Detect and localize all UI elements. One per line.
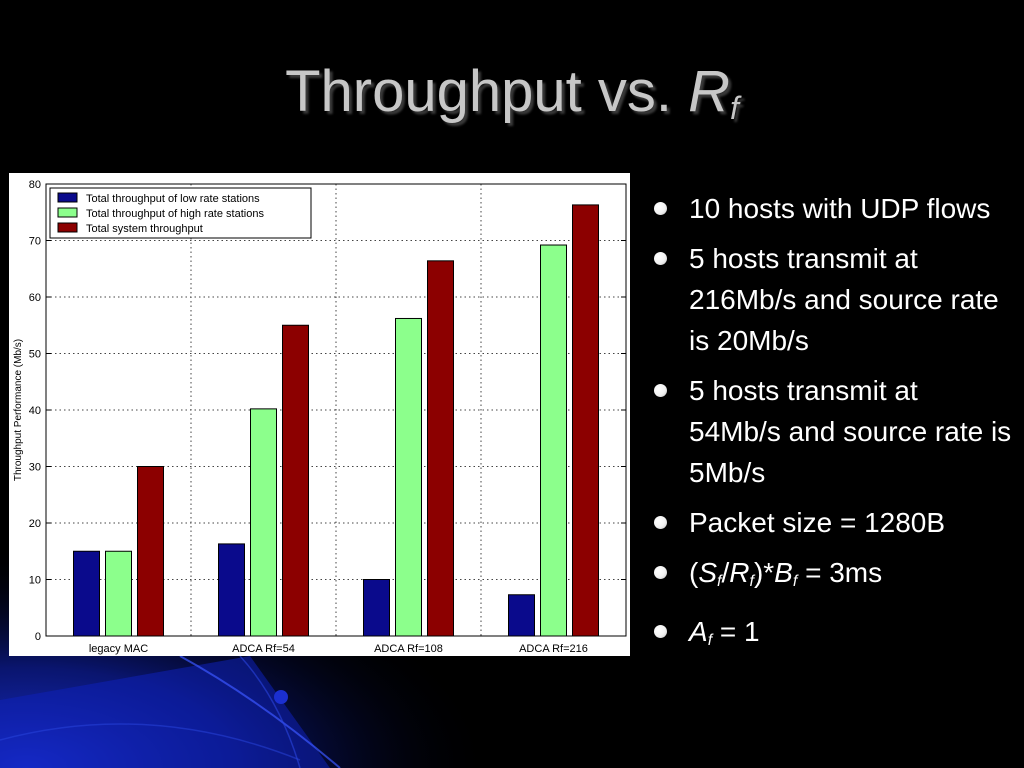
formula-text: = 3ms: [797, 557, 883, 588]
formula-text: /: [721, 557, 730, 588]
bar-3-0: [508, 594, 535, 637]
bar-3-2: [572, 204, 599, 637]
bar-0-1: [105, 550, 132, 637]
bullet-item: 10 hosts with UDP flows: [652, 188, 1017, 229]
x-tick-label: ADCA Rf=108: [374, 643, 443, 655]
y-tick-label: 30: [29, 462, 41, 474]
bullet-item: Packet size = 1280B: [652, 502, 1017, 543]
bar-2-1: [395, 317, 422, 637]
bullet-icon: [654, 566, 667, 579]
bullet-item-formula: Af = 1: [652, 611, 1017, 661]
y-tick-label: 10: [29, 575, 41, 587]
formula-var: A: [689, 616, 708, 647]
bullet-item: 5 hosts transmit at 54Mb/s and source ra…: [652, 370, 1017, 493]
bar-0-2: [137, 466, 164, 637]
formula-sub: f: [717, 573, 722, 590]
formula-sub: f: [749, 573, 754, 590]
legend-label: Total throughput of high rate stations: [86, 208, 264, 220]
throughput-chart: 0 10 20 30 40 50 60 70 80 legacy MAC ADCA Rf=54 ADC…: [9, 173, 630, 656]
bar-1-1: [250, 408, 277, 637]
bar-1-2: [282, 324, 309, 637]
bar-2-2: [427, 260, 454, 637]
y-tick-label: 20: [29, 518, 41, 530]
bullet-text: 5 hosts transmit at 216Mb/s and source r…: [689, 243, 999, 356]
formula-var: B: [774, 557, 793, 588]
x-tick-label: legacy MAC: [89, 643, 148, 655]
bar-2-0: [363, 579, 390, 637]
bullet-icon: [654, 202, 667, 215]
title-variable: R: [688, 59, 730, 124]
title-subscript: f: [730, 90, 739, 126]
formula-var: R: [729, 557, 750, 588]
bullet-icon: [654, 252, 667, 265]
title-text: Throughput vs.: [285, 59, 672, 124]
legend-swatch: [57, 192, 78, 203]
x-tick-label: ADCA Rf=54: [232, 643, 295, 655]
bullet-list: 10 hosts with UDP flows 5 hosts transmit…: [652, 188, 1017, 670]
formula-text: (: [689, 557, 699, 588]
legend-swatch: [57, 222, 78, 233]
bullet-icon: [654, 516, 667, 529]
formula-sub: f: [707, 632, 713, 649]
y-tick-label: 80: [29, 179, 41, 191]
slide-title: Throughput vs. Rf: [0, 58, 1024, 127]
legend-swatch: [57, 207, 78, 218]
y-tick-label: 70: [29, 236, 41, 248]
legend-label: Total system throughput: [86, 223, 203, 235]
y-tick-label: 50: [29, 349, 41, 361]
bar-0-0: [73, 550, 100, 637]
bar-1-0: [218, 543, 245, 637]
y-tick-label: 60: [29, 292, 41, 304]
bullet-item-formula: (Sf/Rf)*Bf = 3ms: [652, 552, 1017, 602]
bullet-icon: [654, 625, 667, 638]
bullet-text: Packet size = 1280B: [689, 507, 946, 538]
formula-text: )*: [753, 557, 775, 588]
y-tick-label: 40: [29, 405, 41, 417]
bullet-text: 5 hosts transmit at 54Mb/s and source ra…: [689, 375, 1012, 488]
formula-sub: f: [792, 573, 798, 590]
bar-3-1: [540, 244, 567, 637]
y-tick-label: 0: [35, 631, 41, 643]
bullet-text: 10 hosts with UDP flows: [689, 193, 991, 224]
chart-svg: 0 10 20 30 40 50 60 70 80 legacy MAC ADCA Rf=54 ADC…: [13, 179, 627, 655]
legend-box: [49, 187, 312, 239]
bullet-icon: [654, 384, 667, 397]
legend-label: Total throughput of low rate stations: [86, 193, 260, 205]
bullet-item: 5 hosts transmit at 216Mb/s and source r…: [652, 238, 1017, 361]
formula-var: S: [698, 557, 718, 588]
formula-text: = 1: [712, 616, 760, 647]
x-tick-label: ADCA Rf=216: [519, 643, 588, 655]
y-axis-label: Throughput Performance (Mb/s): [13, 339, 24, 481]
